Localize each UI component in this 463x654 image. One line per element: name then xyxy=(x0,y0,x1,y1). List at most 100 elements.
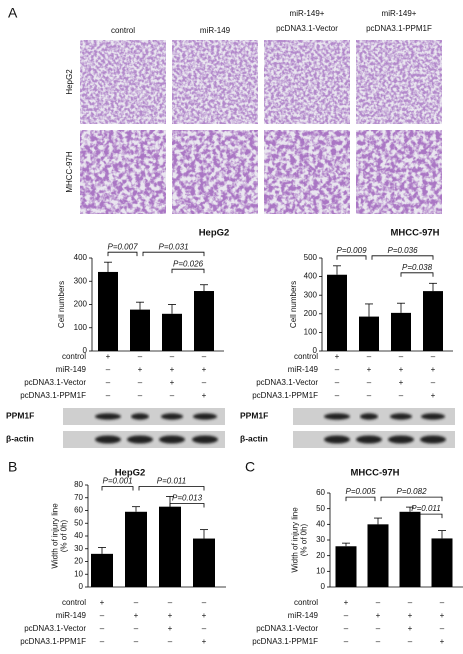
condition-sign: + xyxy=(106,352,111,361)
y-tick-label: 0 xyxy=(83,346,88,355)
blot-band xyxy=(95,413,121,420)
condition-sign: – xyxy=(100,611,105,620)
condition-sign: + xyxy=(170,378,175,387)
blot-label: β-actin xyxy=(240,433,268,443)
condition-sign: – xyxy=(335,365,340,374)
condition-sign: – xyxy=(431,378,436,387)
condition-sign: – xyxy=(202,624,207,633)
bar xyxy=(193,538,215,587)
condition-sign: + xyxy=(408,611,413,620)
bar xyxy=(391,312,411,351)
y-tick-label: 50 xyxy=(316,504,325,513)
bar xyxy=(327,274,347,351)
condition-sign: – xyxy=(202,352,207,361)
significance-bracket xyxy=(371,255,434,260)
y-tick-label: 0 xyxy=(79,582,84,591)
condition-sign: + xyxy=(138,365,143,374)
micrograph-stain xyxy=(264,40,350,124)
significance-bracket xyxy=(400,272,434,277)
bar xyxy=(159,506,181,587)
condition-sign: – xyxy=(376,624,381,633)
blot-band xyxy=(324,435,350,444)
condition-label: pcDNA3.1-PPM1F xyxy=(20,391,86,400)
significance-bracket xyxy=(171,268,205,274)
condition-sign: – xyxy=(367,352,372,361)
micrograph-stain xyxy=(172,130,258,214)
p-value: P=0.036 xyxy=(387,246,418,255)
condition-sign: – xyxy=(399,352,404,361)
condition-sign: – xyxy=(134,598,139,607)
micrograph-stain xyxy=(264,130,350,214)
condition-sign: – xyxy=(344,611,349,620)
blot-label: β-actin xyxy=(6,433,34,443)
blot-band xyxy=(324,413,350,420)
panel-label: A xyxy=(8,5,18,21)
condition-sign: + xyxy=(202,391,207,400)
condition-sign: – xyxy=(138,352,143,361)
y-tick-label: 70 xyxy=(74,493,83,502)
y-tick-label: 500 xyxy=(304,253,318,262)
condition-sign: – xyxy=(138,391,143,400)
bar xyxy=(335,546,357,587)
bar xyxy=(98,271,118,351)
significance-bracket xyxy=(142,251,205,257)
blot-band xyxy=(127,435,153,444)
p-value: P=0.001 xyxy=(102,477,132,486)
row-label: HepG2 xyxy=(65,69,74,95)
condition-sign: – xyxy=(106,391,111,400)
blot-label: PPM1F xyxy=(240,410,268,420)
chart-title: MHCC-97H xyxy=(390,228,439,239)
y-axis-label: (% of 0h) xyxy=(60,519,69,552)
column-header: miR-149 xyxy=(200,26,231,35)
significance-bracket xyxy=(169,503,205,508)
condition-sign: – xyxy=(100,637,105,646)
p-value: P=0.031 xyxy=(158,242,188,251)
p-value: P=0.009 xyxy=(336,246,367,255)
condition-sign: – xyxy=(367,378,372,387)
row-label: MHCC-97H xyxy=(65,151,74,193)
condition-sign: – xyxy=(344,624,349,633)
blot-band xyxy=(161,413,183,420)
significance-bracket xyxy=(336,255,367,260)
panel-label: B xyxy=(8,459,17,475)
y-tick-label: 80 xyxy=(74,480,83,489)
condition-sign: – xyxy=(440,598,445,607)
condition-sign: + xyxy=(431,365,436,374)
condition-sign: – xyxy=(431,352,436,361)
y-tick-label: 20 xyxy=(74,557,83,566)
condition-sign: – xyxy=(168,598,173,607)
blot-band xyxy=(420,435,446,444)
bar xyxy=(399,511,421,587)
p-value: P=0.026 xyxy=(173,259,204,268)
condition-sign: + xyxy=(202,611,207,620)
condition-sign: – xyxy=(376,637,381,646)
significance-bracket xyxy=(107,251,138,257)
significance-bracket xyxy=(101,486,134,491)
significance-bracket xyxy=(380,496,443,502)
y-tick-label: 50 xyxy=(74,518,83,527)
blot-band xyxy=(360,413,378,420)
condition-label: pcDNA3.1-PPM1F xyxy=(252,637,318,646)
condition-sign: – xyxy=(134,637,139,646)
y-tick-label: 100 xyxy=(304,328,318,337)
condition-label: control xyxy=(294,598,318,607)
condition-sign: – xyxy=(440,624,445,633)
column-header: pcDNA3.1-Vector xyxy=(276,24,338,33)
blot-band xyxy=(131,413,149,420)
condition-label: pcDNA3.1-Vector xyxy=(24,378,86,387)
condition-sign: + xyxy=(134,611,139,620)
micrograph-stain xyxy=(80,40,166,124)
condition-sign: + xyxy=(168,624,173,633)
condition-label: pcDNA3.1-Vector xyxy=(256,624,318,633)
condition-sign: – xyxy=(106,365,111,374)
condition-sign: – xyxy=(202,598,207,607)
condition-label: miR-149 xyxy=(56,365,87,374)
condition-label: pcDNA3.1-Vector xyxy=(256,378,318,387)
condition-sign: + xyxy=(344,598,349,607)
micrograph-stain xyxy=(172,40,258,124)
y-axis-label: Width of injury line xyxy=(291,507,300,573)
blot-band xyxy=(95,435,121,444)
column-header: miR-149+ xyxy=(382,9,417,18)
bar xyxy=(91,553,113,587)
